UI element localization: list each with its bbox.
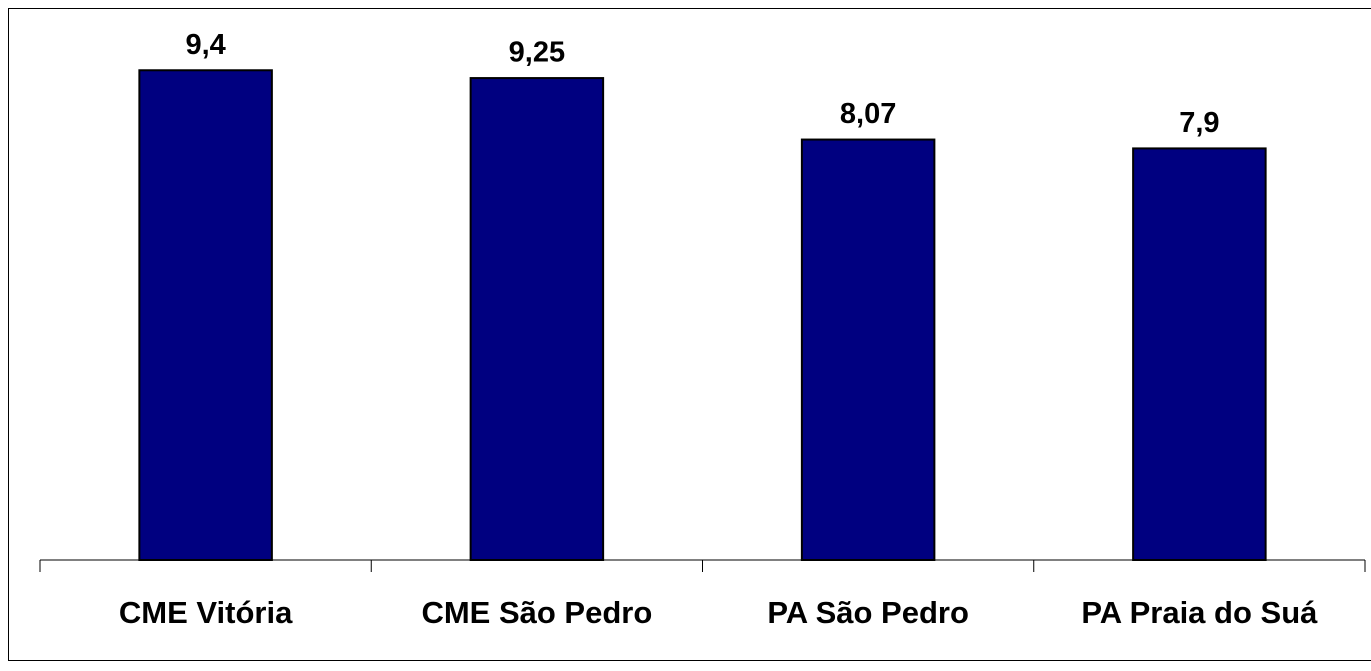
bar xyxy=(138,69,273,561)
x-tick-label: PA Praia do Suá xyxy=(1081,595,1318,630)
bar xyxy=(800,138,936,561)
x-tick-label: PA São Pedro xyxy=(767,595,969,630)
data-label: 7,9 xyxy=(1179,107,1219,139)
data-label: 8,07 xyxy=(840,98,896,130)
bar xyxy=(469,77,605,561)
chart-frame xyxy=(8,8,1371,661)
x-tick-label: CME São Pedro xyxy=(421,595,652,630)
data-label: 9,4 xyxy=(185,29,225,61)
x-tick-label: CME Vitória xyxy=(119,595,293,630)
data-label: 9,25 xyxy=(509,37,565,69)
bar xyxy=(1132,147,1267,561)
